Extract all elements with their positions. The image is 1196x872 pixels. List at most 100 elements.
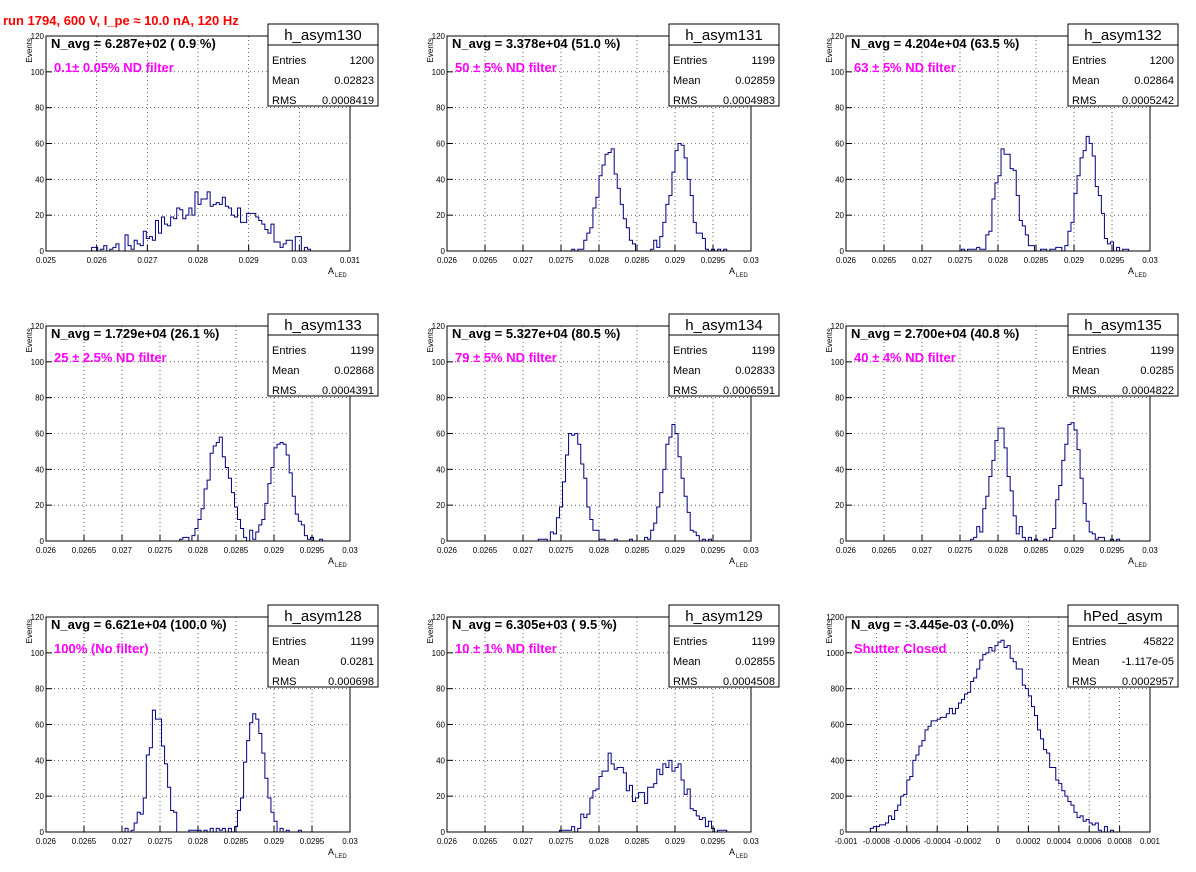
y-tick-label: 120	[432, 32, 446, 41]
stats-label: Mean	[1072, 656, 1100, 668]
x-axis-subscript: LED	[736, 273, 748, 279]
histogram-name: hPed_asym	[1083, 608, 1162, 625]
x-tick-label: 0.0285	[224, 837, 249, 846]
x-axis-title: A	[1128, 266, 1134, 276]
y-tick-label: 20	[35, 792, 44, 801]
x-tick-label: 0.0295	[1100, 256, 1125, 265]
stats-value: 0.0004508	[723, 676, 775, 688]
x-tick-label: 0.028	[188, 837, 209, 846]
histogram-name: h_asym132	[1084, 27, 1162, 44]
y-tick-label: 100	[31, 358, 45, 367]
y-tick-label: 80	[436, 104, 445, 113]
stats-value: 0.02823	[334, 75, 374, 87]
y-tick-label: 40	[835, 175, 844, 184]
x-tick-label: 0.027	[912, 546, 933, 555]
stats-label: Mean	[1072, 75, 1100, 87]
stats-value: 1199	[1150, 345, 1174, 357]
histogram-line	[846, 135, 1150, 252]
x-tick-label: 0.0275	[948, 256, 973, 265]
y-tick-label: 60	[835, 430, 844, 439]
stats-label: Mean	[1072, 365, 1100, 377]
stats-box	[267, 334, 379, 397]
filter-label: 63 ± 5% ND filter	[854, 60, 956, 75]
navg-text: N_avg = 4.204e+04 (63.5 %)	[851, 36, 1019, 51]
y-tick-label: 0	[441, 247, 446, 256]
y-tick-label: 0	[441, 828, 446, 837]
x-tick-label: 0.0265	[473, 256, 498, 265]
y-tick-label: 100	[831, 68, 845, 77]
stats-value: 0.0281	[340, 656, 374, 668]
y-tick-label: 20	[436, 792, 445, 801]
y-tick-label: 40	[436, 465, 445, 474]
x-tick-label: 0.03	[342, 546, 358, 555]
x-axis-title: A	[729, 266, 735, 276]
y-tick-label: 0	[840, 537, 845, 546]
stats-label: RMS	[272, 676, 296, 688]
x-axis-subscript: LED	[1135, 273, 1147, 279]
stats-value: 0.0004983	[723, 95, 775, 107]
x-tick-label: 0.026	[437, 837, 458, 846]
x-tick-label: 0.0285	[224, 546, 249, 555]
y-tick-label: 100	[432, 649, 446, 658]
y-tick-label: 0	[441, 537, 446, 546]
x-tick-label: 0.001	[1140, 837, 1161, 846]
stats-value: 1199	[350, 636, 374, 648]
x-tick-label: 0.0285	[625, 546, 650, 555]
stats-value: 1200	[350, 55, 374, 67]
y-tick-label: 100	[831, 358, 845, 367]
x-axis-title: A	[328, 556, 334, 566]
histogram-panel-h_asym133: 0.026 0.0265 0.027 0.0275 0.028 0.0285 0.029 0.…	[25, 313, 379, 569]
histogram-line	[447, 143, 751, 252]
y-axis-title: Events	[25, 38, 34, 62]
stats-label: Entries	[272, 636, 307, 648]
stats-value: 1200	[1150, 55, 1174, 67]
x-tick-label: 0.029	[665, 546, 686, 555]
y-tick-label: 40	[35, 756, 44, 765]
x-tick-label: 0.03	[342, 837, 358, 846]
x-tick-label: 0.026	[36, 837, 57, 846]
x-tick-label: 0.0265	[72, 837, 97, 846]
histogram-panel-h_asym134: 0.026 0.0265 0.027 0.0275 0.028 0.0285 0.029 0.…	[426, 313, 780, 569]
histogram-panel-h_asym128: 0.026 0.0265 0.027 0.0275 0.028 0.0285 0.029 0.…	[25, 604, 379, 860]
stats-label: Mean	[673, 656, 701, 668]
y-tick-label: 200	[831, 792, 845, 801]
stats-label: Mean	[673, 75, 701, 87]
y-tick-label: 80	[436, 394, 445, 403]
y-tick-label: 60	[436, 430, 445, 439]
stats-box	[668, 44, 780, 107]
histogram-panel-h_asym129: 0.026 0.0265 0.027 0.0275 0.028 0.0285 0.029 0.…	[426, 604, 780, 860]
y-tick-label: 80	[35, 104, 44, 113]
x-tick-label: -0.0006	[893, 837, 921, 846]
stats-box	[668, 625, 780, 688]
x-tick-label: 0.026	[437, 256, 458, 265]
histogram-name: h_asym133	[284, 317, 362, 334]
x-tick-label: 0.026	[437, 546, 458, 555]
histogram-name: h_asym128	[284, 608, 362, 625]
x-tick-label: 0.0265	[473, 546, 498, 555]
y-axis-title: Events	[426, 38, 435, 62]
x-tick-label: 0.03	[1142, 256, 1158, 265]
stats-value: 45822	[1143, 636, 1174, 648]
stats-label: RMS	[1072, 385, 1096, 397]
stats-value: 0.02859	[735, 75, 775, 87]
x-tick-label: 0.026	[836, 256, 857, 265]
x-tick-label: 0.028	[988, 546, 1009, 555]
x-tick-label: 0.028	[188, 546, 209, 555]
x-tick-label: 0	[996, 837, 1001, 846]
navg-text: N_avg = 2.700e+04 (40.8 %)	[851, 326, 1019, 341]
stats-value: 0.0006591	[723, 385, 775, 397]
stats-box	[267, 625, 379, 688]
x-tick-label: 0.03	[1142, 546, 1158, 555]
stats-label: Mean	[673, 365, 701, 377]
x-tick-label: 0.025	[36, 256, 57, 265]
stats-label: Entries	[272, 55, 307, 67]
y-tick-label: 20	[436, 211, 445, 220]
histogram-line	[46, 191, 350, 252]
x-tick-label: 0.029	[1064, 256, 1085, 265]
stats-label: Mean	[272, 75, 300, 87]
y-tick-label: 20	[835, 501, 844, 510]
stats-box	[1067, 625, 1179, 688]
y-tick-label: 120	[432, 322, 446, 331]
x-tick-label: 0.029	[264, 546, 285, 555]
